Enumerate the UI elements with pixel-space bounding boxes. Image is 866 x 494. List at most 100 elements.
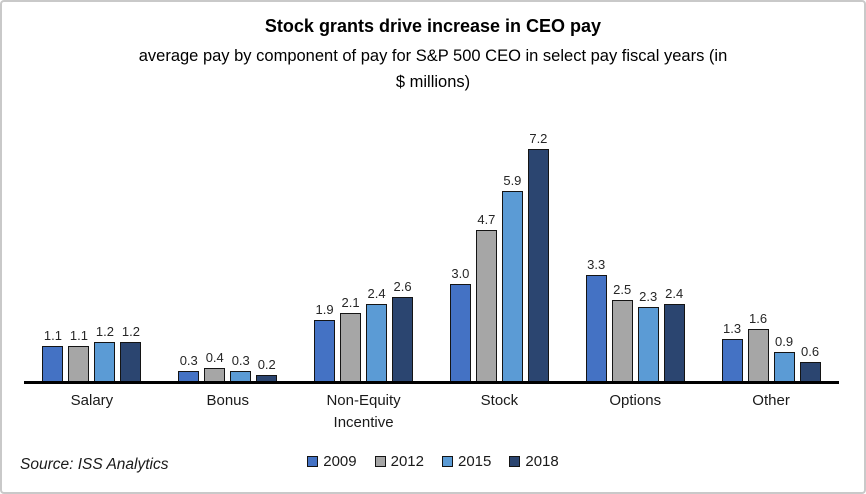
legend-swatch-icon [509,456,521,467]
bar-with-label: 1.1 [42,328,64,381]
bar-2018 [799,362,821,381]
value-label: 1.9 [315,302,334,317]
bar-group: 3.3 2.5 2.3 2.4 [567,257,703,381]
value-label: 1.6 [749,311,768,326]
bar-2012 [747,329,769,381]
bar-2009 [721,339,743,381]
legend-swatch-icon [307,456,319,467]
bar-2018 [527,149,549,381]
bar-group: 0.3 0.4 0.3 0.2 [160,350,296,381]
bar-with-label: 0.3 [178,353,200,381]
bar-with-label: 3.0 [449,266,471,381]
value-label: 1.1 [69,328,88,343]
value-label: 2.1 [341,295,360,310]
legend-swatch-icon [442,456,453,467]
value-label: 0.9 [775,334,794,349]
legend-label: 2012 [390,453,424,470]
value-label: 2.4 [665,286,684,301]
bar-2015 [501,191,523,381]
bar-2018 [256,375,278,381]
bar-2015 [773,352,795,381]
category-axis: Salary Bonus Non-Equity Incentive Stock Opti… [24,390,839,434]
bar-with-label: 1.2 [94,324,116,381]
value-label: 0.3 [179,353,198,368]
legend-item-2018: 2018 [509,453,559,470]
bar-2012 [475,230,497,381]
bar-with-label: 7.2 [527,131,549,381]
category-label: Other [752,392,790,409]
bar-with-label: 0.6 [799,344,821,381]
value-label: 2.5 [613,282,632,297]
legend: 2009 2012 2015 2018 [2,453,864,470]
bar-2012 [340,313,362,381]
bar-2018 [663,304,685,381]
bar-2015 [637,307,659,381]
x-axis-line [24,381,839,384]
chart-subtitle-line2: $ millions) [395,72,471,91]
bar-with-label: 2.3 [637,289,659,381]
bar-with-label: 0.9 [773,334,795,381]
bar-2009 [449,284,471,381]
bar-group: 3.0 4.7 5.9 7.2 [431,131,567,381]
value-label: 0.6 [801,344,820,359]
value-label: 0.4 [205,350,224,365]
bar-with-label: 3.3 [585,257,607,381]
value-label: 0.3 [231,353,250,368]
bar-with-label: 1.2 [120,324,142,381]
bar-2009 [42,346,64,381]
bar-with-label: 1.9 [314,302,336,381]
legend-item-2015: 2015 [442,453,491,470]
value-label: 1.2 [121,324,140,339]
category-label: Stock [480,392,519,409]
bar-with-label: 2.5 [611,282,633,381]
bar-2018 [120,342,142,381]
chart-subtitle-line1: average pay by component of pay for S&P … [138,47,728,65]
bar-2018 [392,297,414,381]
bar-2015 [230,371,252,381]
bar-with-label: 1.3 [721,321,743,381]
bar-2012 [68,346,90,381]
category-label: Salary [70,392,114,409]
bar-group: 1.1 1.1 1.2 1.2 [24,324,160,381]
bar-group: 1.9 2.1 2.4 2.6 [296,279,432,381]
plot-area: 1.1 1.1 1.2 1.2 0.3 0.4 0.3 0.2 1.9 2.1 2.4 2.6 3.0 4… [24,2,839,381]
bar-with-label: 2.4 [366,286,388,381]
bar-group: 1.3 1.6 0.9 0.6 [703,311,839,381]
value-label: 4.7 [477,212,496,227]
bar-2012 [204,368,226,381]
value-label: 1.1 [43,328,62,343]
value-label: 2.6 [393,279,412,294]
bar-2015 [94,342,116,381]
legend-label: 2018 [525,453,559,470]
legend-label: 2015 [458,453,492,470]
source-note: Source: ISS Analytics [20,456,169,473]
value-label: 2.4 [367,286,386,301]
bar-2015 [366,304,388,381]
category-label: Bonus [206,392,250,409]
value-label: 3.3 [587,257,606,272]
legend-swatch-icon [374,456,386,467]
bar-with-label: 0.4 [204,350,226,381]
bar-2009 [314,320,336,381]
legend-label: 2009 [323,453,357,470]
bar-with-label: 1.6 [747,311,769,381]
value-label: 1.3 [723,321,742,336]
bar-with-label: 1.1 [68,328,90,381]
bar-2012 [611,300,633,381]
legend-item-2009: 2009 [307,453,357,470]
bar-with-label: 2.4 [663,286,685,381]
bar-with-label: 2.1 [340,295,362,381]
bar-with-label: 4.7 [475,212,497,381]
value-label: 0.2 [257,357,276,372]
chart-title: Stock grants drive increase in CEO pay [264,16,602,36]
bar-with-label: 0.3 [230,353,252,381]
bar-with-label: 5.9 [501,173,523,381]
bar-2009 [178,371,200,381]
value-label: 2.3 [639,289,658,304]
category-label: Options [609,392,662,409]
bar-2009 [585,275,607,381]
value-label: 1.2 [95,324,114,339]
chart-subtitle: average pay by component of pay for S&P … [2,44,864,95]
legend-item-2012: 2012 [374,453,424,470]
